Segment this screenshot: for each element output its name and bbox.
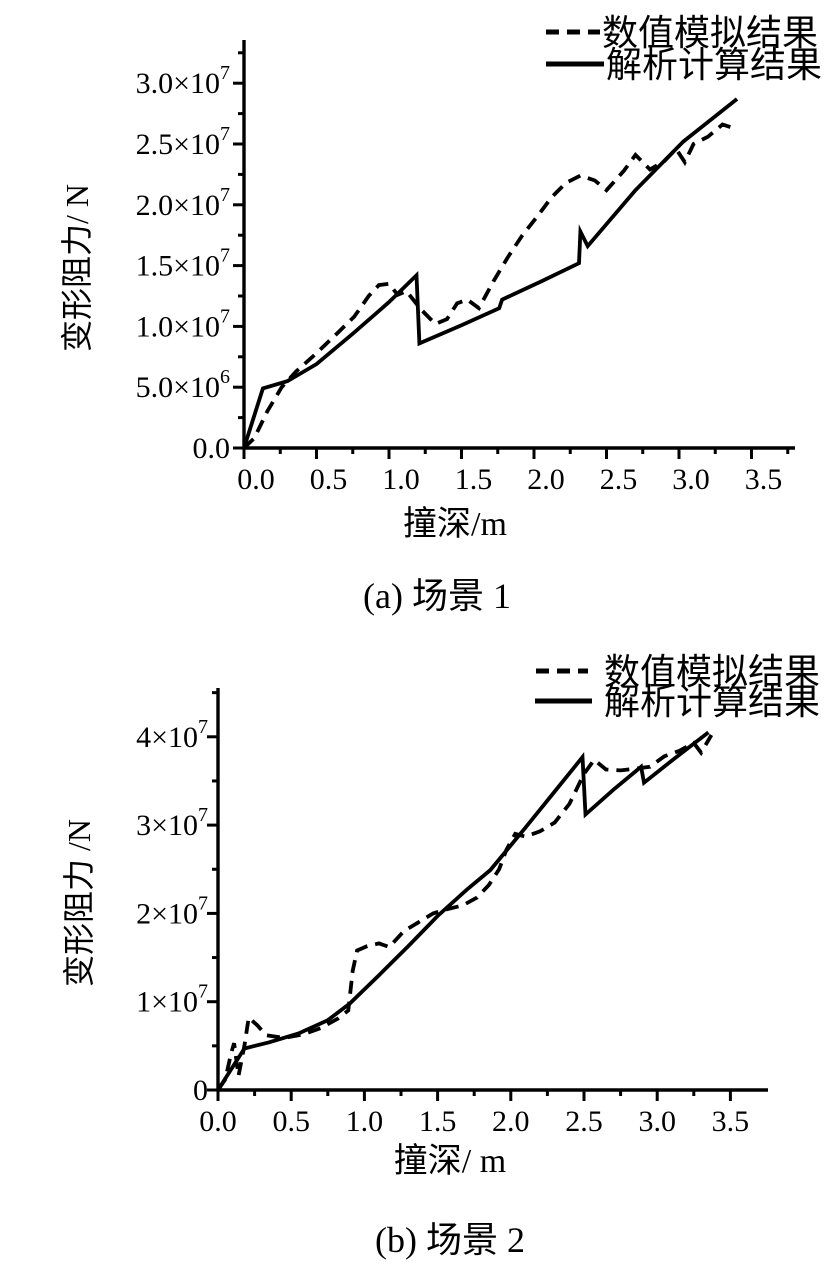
chart-a-legend: 数值模拟结果 解析计算结果: [546, 13, 822, 85]
x-tick-label: 0.5: [272, 1105, 310, 1138]
chart-b-caption: (b) 场景 2: [375, 1220, 525, 1260]
y-tick-label: 1×107: [136, 981, 208, 1019]
legend-label-analytical: 解析计算结果: [606, 45, 822, 85]
simulation-series-line: [242, 122, 735, 450]
x-tick-label: 2.0: [492, 1105, 530, 1138]
y-tick-label: 1.0×107: [136, 305, 230, 343]
chart-a-x-axis-title: 撞深/m: [403, 505, 507, 543]
y-tick-label: 2.5×107: [136, 123, 230, 161]
chart-a: 0.0 0.5 1.0 1.5 2.0 2.5 3.0 3.5 0.0 5.0×106 1.0×10…: [59, 13, 822, 616]
y-tick-label: 3.0×107: [136, 62, 230, 100]
x-tick-label: 2.5: [565, 1105, 603, 1138]
legend-label-analytical: 解析计算结果: [604, 682, 820, 722]
legend-label-simulation: 数值模拟结果: [604, 652, 820, 692]
chart-b-y-axis-title: 变形阻力 /N: [61, 819, 97, 987]
x-tick-label: 1.5: [419, 1105, 457, 1138]
y-tick-label: 1.5×107: [136, 245, 230, 283]
y-tick-label: 5.0×106: [136, 366, 230, 404]
chart-b-legend: 数值模拟结果 解析计算结果: [535, 652, 820, 722]
x-tick-label: 3.5: [712, 1105, 750, 1138]
analytical-series-line: [216, 730, 710, 1092]
x-tick-label: 2.0: [527, 463, 565, 496]
chart-a-caption: (a) 场景 1: [363, 576, 511, 616]
legend-label-simulation: 数值模拟结果: [602, 13, 818, 53]
y-tick-label: 2×107: [136, 892, 208, 930]
y-tick-label: 3×107: [136, 804, 208, 842]
x-tick-label: 2.5: [600, 463, 638, 496]
x-tick-label: 0.5: [310, 463, 348, 496]
y-tick-label: 2.0×107: [136, 184, 230, 222]
chart-b-x-axis-title: 撞深/ m: [394, 1142, 506, 1180]
axes: [242, 40, 795, 450]
x-tick-label: 1.0: [346, 1105, 384, 1138]
y-tick-label: 0.0: [193, 432, 231, 465]
chart-a-y-axis-title: 变形阻力/ N: [59, 184, 95, 352]
analytical-series-line: [242, 97, 739, 449]
y-tick-label: 0: [193, 1074, 208, 1107]
x-tick-label: 0.0: [199, 1105, 237, 1138]
y-tick-label: 4×107: [136, 716, 208, 754]
x-tick-label: 3.5: [745, 463, 783, 496]
chart-b: 0.0 0.5 1.0 1.5 2.0 2.5 3.0 3.5 0 1×107 2×107 3×107…: [61, 652, 820, 1260]
x-tick-label: 1.5: [455, 463, 493, 496]
x-tick-label: 1.0: [382, 463, 420, 496]
simulation-series-line: [216, 734, 714, 1092]
x-tick-label: 3.0: [672, 463, 710, 496]
x-tick-label: 0.0: [237, 463, 275, 496]
x-tick-label: 3.0: [638, 1105, 676, 1138]
